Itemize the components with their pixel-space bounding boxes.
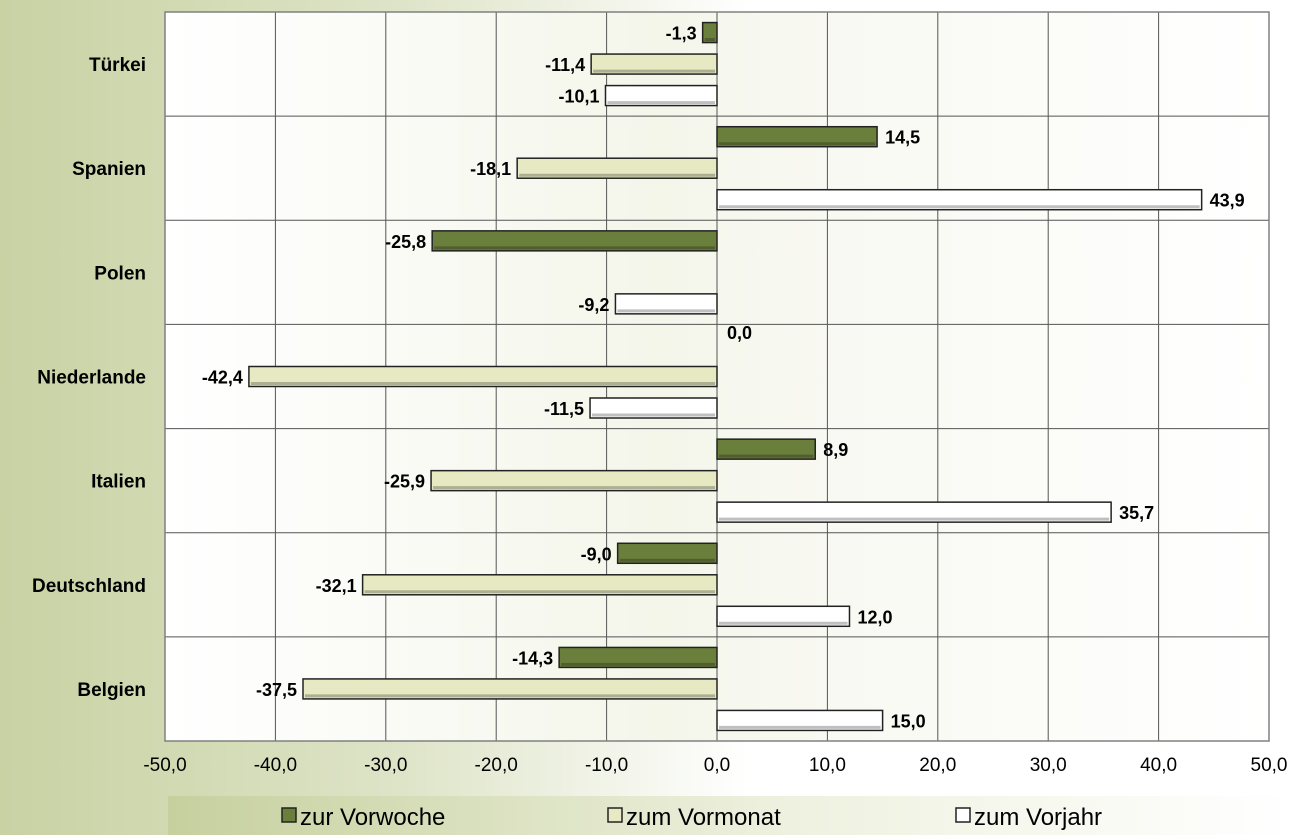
x-axis-tick-labels: -50,0 -40,0 -30,0 -20,0 -10,0 0,0 10,0 20,0 30,0… [143,755,1287,776]
bar [361,574,718,596]
data-label: -25,8 [385,232,426,252]
x-tick-label: -10,0 [585,755,628,776]
x-tick-label: 40,0 [1140,755,1177,776]
legend-swatch [955,807,971,823]
legend-label: zum Vorjahr [974,804,1102,831]
bar [589,397,718,419]
bar [590,53,718,75]
category-label: Deutschland [32,576,146,597]
category-label: Polen [94,263,146,284]
data-label: -11,4 [545,55,585,75]
data-label: 15,0 [891,711,926,731]
x-tick-label: -30,0 [364,755,407,776]
bar [716,501,1112,523]
data-label: -14,3 [512,648,553,668]
data-label: -10,1 [558,87,599,107]
legend: zur Vorwoche zum Vormonat zum Vorjahr [281,804,1102,831]
plot-border [164,11,1270,742]
category-label: Niederlande [37,368,146,389]
x-tick-label: 50,0 [1251,755,1288,776]
data-label: -42,4 [202,368,243,388]
data-labels: -1,3 14,5 -25,8 0,0 8,9 -9,0 -14,3 -11,4 -18,1 -4… [202,24,1245,732]
data-label: 12,0 [857,607,892,627]
category-label: Spanien [72,159,146,180]
bar [716,438,817,460]
bar [716,188,1203,211]
category-label: Türkei [89,55,146,76]
data-label: 35,7 [1119,503,1154,523]
data-label: 0,0 [727,323,752,343]
data-label: -1,3 [666,24,697,44]
bar [716,605,851,628]
bar [248,365,718,388]
bar [516,157,718,179]
category-label: Belgien [77,680,146,701]
data-label: 14,5 [885,128,920,148]
bar [604,84,718,107]
category-label: Italien [91,472,146,493]
legend-background [168,796,1293,835]
data-label: -9,0 [581,544,612,564]
bar [716,125,878,148]
bar [302,678,718,700]
legend-label: zur Vorwoche [300,804,445,831]
bar [616,542,718,565]
bar [430,469,718,492]
bar [431,230,718,252]
x-tick-label: 10,0 [809,755,846,776]
data-label: 8,9 [823,440,848,460]
data-label: -37,5 [256,680,297,700]
data-label: 43,9 [1210,191,1245,211]
legend-swatch [281,807,297,823]
bars [248,21,1203,732]
data-label: -32,1 [316,576,357,596]
x-tick-label: -20,0 [475,755,518,776]
legend-label: zum Vormonat [626,804,781,831]
data-label: -11,5 [544,399,584,419]
bar [558,646,718,669]
x-tick-label: 30,0 [1030,755,1067,776]
x-tick-label: -50,0 [143,755,186,776]
category-labels: Türkei Spanien Polen Niederlande Italien Deut… [32,55,146,701]
data-label: -25,9 [384,472,425,492]
bar [716,709,884,732]
data-label: -9,2 [578,295,609,315]
x-tick-label: 20,0 [919,755,956,776]
bar [701,21,718,44]
bar [614,293,718,315]
x-tick-label: -40,0 [254,755,297,776]
x-tick-label: 0,0 [704,755,730,776]
data-label: -18,1 [470,159,511,179]
legend-swatch [607,807,623,823]
